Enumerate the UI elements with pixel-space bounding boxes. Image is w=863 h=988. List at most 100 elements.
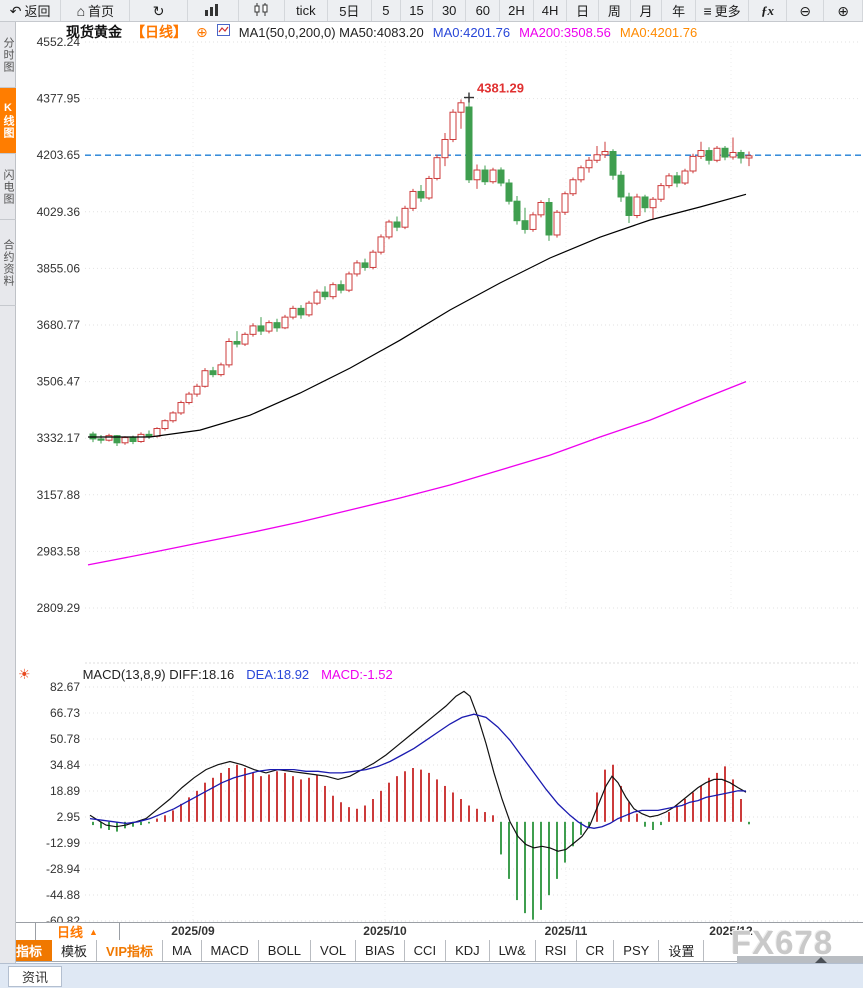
scroll-up-arrow-icon[interactable] xyxy=(813,957,829,965)
svg-text:2809.29: 2809.29 xyxy=(37,601,81,615)
toolbar-button-2h[interactable]: 2H xyxy=(500,0,534,21)
ma0-value-blue: MA0:4201.76 xyxy=(432,24,511,40)
svg-text:50.78: 50.78 xyxy=(50,732,80,746)
indicator-tabbar: 指标 模板 VIP指标 MA MACD BOLL VOL BIAS CCI KDJ LW& RSI CR… xyxy=(0,940,863,962)
toolbar-button-15[interactable]: 15 xyxy=(401,0,433,21)
toolbar-button-year[interactable]: 年 xyxy=(662,0,696,21)
period-selector-button[interactable]: 日线 ▲ xyxy=(35,923,120,940)
ma200-value: MA200:3508.56 xyxy=(519,24,611,40)
indicator-tab-VOL[interactable]: VOL xyxy=(311,940,357,961)
toolbar-button-fx[interactable]: ƒx xyxy=(749,0,787,21)
mini-chart-icon xyxy=(216,23,230,41)
macd-value-label: MACD:-1.52 xyxy=(321,666,393,682)
ma-settings-label: MA1(50,0,200,0) MA50:4083.20 xyxy=(238,24,424,40)
ma0-value-orange: MA0:4201.76 xyxy=(619,24,698,40)
toolbar-button-5d[interactable]: 5日 xyxy=(328,0,372,21)
indicator-tab-MACD[interactable]: MACD xyxy=(202,940,259,961)
toolbar: ↶ 返回 ⌂ 首页 ↻ tick 5日 5 15 30 60 2H 4H 日周月年 ≡ 更多 ƒx ⊖ ⊕ xyxy=(0,0,863,22)
menu-icon: ≡ xyxy=(703,2,712,19)
indicator-tab-CR[interactable]: CR xyxy=(577,940,615,961)
home-icon: ⌂ xyxy=(76,2,86,19)
svg-text:82.67: 82.67 xyxy=(50,680,80,694)
indicator-tab-模板[interactable]: 模板 xyxy=(52,940,98,961)
toolbar-button-60[interactable]: 60 xyxy=(466,0,501,21)
tab-news[interactable]: 资讯 xyxy=(8,966,62,987)
sidebar-tab-2[interactable]: 闪电图 xyxy=(0,154,16,220)
toolbar-button-week[interactable]: 周 xyxy=(599,0,631,21)
toolbar-label-5: 5 xyxy=(382,3,390,18)
refresh-icon: ↻ xyxy=(152,2,165,19)
toolbar-button-zoom-in[interactable]: ⊕ xyxy=(824,0,863,21)
indicator-tab-MA[interactable]: MA xyxy=(163,940,202,961)
indicator-tab-PSY[interactable]: PSY xyxy=(614,940,660,961)
indicator-tab-BIAS[interactable]: BIAS xyxy=(356,940,405,961)
x-axis-label-2025/12: 2025/12 xyxy=(709,924,753,938)
zoom-in-icon: ⊕ xyxy=(837,2,850,19)
svg-text:4377.95: 4377.95 xyxy=(37,92,81,106)
indicator-tab-指标[interactable]: 指标 xyxy=(6,940,53,961)
sidebar-tab-1[interactable]: K线图 xyxy=(0,88,16,154)
macd-dea-label: DEA:18.92 xyxy=(246,666,310,682)
toolbar-button-more[interactable]: ≡ 更多 xyxy=(696,0,750,21)
x-axis-label-2025/10: 2025/10 xyxy=(363,924,407,938)
add-indicator-icon[interactable]: ⊕ xyxy=(196,24,208,40)
svg-text:3157.88: 3157.88 xyxy=(37,488,81,502)
x-axis-label-2025/09: 2025/09 xyxy=(171,924,215,938)
indicator-tab-VIP指标[interactable]: VIP指标 xyxy=(97,940,163,961)
chevron-up-icon: ▲ xyxy=(89,926,98,937)
svg-text:3506.47: 3506.47 xyxy=(37,375,81,389)
toolbar-button-bar-chart[interactable] xyxy=(188,0,240,21)
svg-text:2.95: 2.95 xyxy=(57,810,81,824)
svg-text:3680.77: 3680.77 xyxy=(37,318,81,332)
toolbar-button-tick[interactable]: tick xyxy=(285,0,329,21)
toolbar-label-30: 30 xyxy=(441,3,457,18)
toolbar-button-4h[interactable]: 4H xyxy=(534,0,568,21)
watermark: FX678 xyxy=(731,924,834,961)
toolbar-button-30[interactable]: 30 xyxy=(433,0,467,21)
svg-text:4552.24: 4552.24 xyxy=(37,35,81,49)
toolbar-label-more: 更多 xyxy=(714,4,741,19)
toolbar-button-candlestick[interactable] xyxy=(239,0,285,21)
svg-text:-12.99: -12.99 xyxy=(46,836,80,850)
toolbar-button-back[interactable]: ↶ 返回 xyxy=(0,0,62,21)
toolbar-button-day[interactable]: 日 xyxy=(567,0,599,21)
sidebar-tab-0[interactable]: 分时图 xyxy=(0,22,16,88)
indicator-tab-BOLL[interactable]: BOLL xyxy=(259,940,312,961)
back-icon: ↶ xyxy=(9,2,22,19)
svg-text:18.89: 18.89 xyxy=(50,784,80,798)
sidebar-tab-3[interactable]: 合约资料 xyxy=(0,220,16,306)
indicator-tab-RSI[interactable]: RSI xyxy=(536,940,577,961)
indicator-tab-设置[interactable]: 设置 xyxy=(659,940,705,961)
toolbar-label-2h: 2H xyxy=(508,3,525,18)
chart-type-sidebar: 分时图 K线图 闪电图 合约资料 xyxy=(0,22,16,963)
svg-text:34.84: 34.84 xyxy=(50,758,80,772)
macd-diff-label: MACD(13,8,9) DIFF:18.16 xyxy=(82,666,235,682)
indicator-tab-KDJ[interactable]: KDJ xyxy=(446,940,490,961)
toolbar-button-zoom-out[interactable]: ⊖ xyxy=(787,0,825,21)
toolbar-label-15: 15 xyxy=(409,3,424,18)
toolbar-button-refresh[interactable]: ↻ xyxy=(130,0,188,21)
svg-text:2983.58: 2983.58 xyxy=(37,544,81,558)
toolbar-label-back: 返回 xyxy=(24,4,51,19)
x-axis-label-2025/11: 2025/11 xyxy=(544,924,588,938)
toolbar-label-year: 年 xyxy=(672,4,686,19)
toolbar-button-5[interactable]: 5 xyxy=(372,0,402,21)
indicator-settings-icon[interactable]: ☀ xyxy=(18,666,31,682)
indicator-tab-CCI[interactable]: CCI xyxy=(405,940,447,961)
toolbar-label-60: 60 xyxy=(475,3,491,18)
toolbar-label-5d: 5日 xyxy=(339,4,360,19)
svg-text:4203.65: 4203.65 xyxy=(37,148,81,162)
zoom-out-icon: ⊖ xyxy=(799,2,811,19)
toolbar-label-home: 首页 xyxy=(88,4,115,19)
period-label: 【日线】 xyxy=(131,24,187,40)
toolbar-button-home[interactable]: ⌂ 首页 xyxy=(61,0,131,21)
indicator-tab-LW&[interactable]: LW& xyxy=(490,940,536,961)
svg-text:-28.94: -28.94 xyxy=(46,862,80,876)
svg-text:4029.36: 4029.36 xyxy=(37,205,81,219)
svg-text:3855.06: 3855.06 xyxy=(37,261,81,275)
toolbar-button-month[interactable]: 月 xyxy=(631,0,663,21)
macd-header-row: ☀ MACD(13,8,9) DIFF:18.16 DEA:18.92 MACD… xyxy=(18,666,393,682)
tabbar-scrollbar[interactable] xyxy=(737,956,863,966)
